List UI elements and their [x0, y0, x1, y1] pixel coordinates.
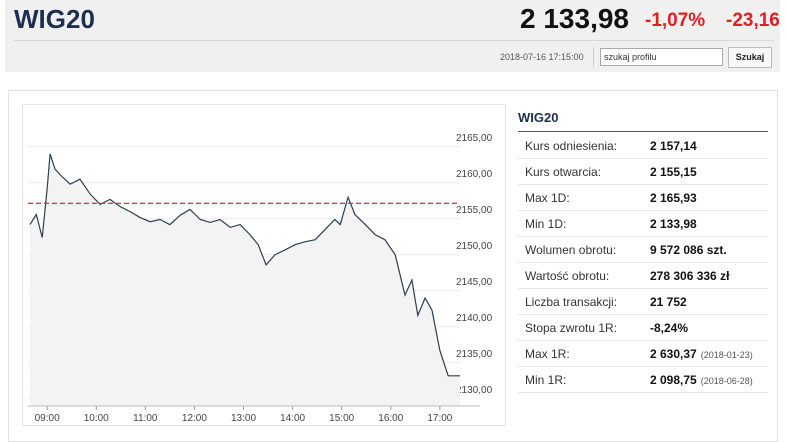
row-value: 2 155,15 [650, 165, 697, 179]
row-value: 9 572 086 szt. [650, 243, 727, 257]
chart: 2130,00 2135,00 2140,00 2145,00 2150,00 2155,… [22, 104, 506, 426]
page: WIG20 2 133,98 -1,07% -23,16 2018-07-16 … [5, 0, 780, 442]
row-value: 2 157,14 [650, 139, 697, 153]
table-row: Min 1D: 2 133,98 [518, 210, 768, 237]
row-value: 2 165,93 [650, 191, 697, 205]
row-label: Kurs otwarcia: [525, 165, 602, 179]
row-value: 278 306 336 zł [650, 269, 730, 283]
table-row: Max 1R: 2 630,37 (2018-01-23) [518, 340, 768, 367]
y-tick-label: 2165,00 [456, 133, 493, 144]
change-percent: -1,07% [645, 10, 706, 31]
x-tick-label: 16:00 [378, 413, 403, 424]
x-tick-label: 12:00 [182, 413, 207, 424]
y-tick-label: 2140,00 [456, 313, 493, 324]
row-label: Liczba transakcji: [525, 295, 618, 309]
table-row: Stopa zwrotu 1R: -8,24% [518, 314, 768, 341]
separator [14, 40, 774, 41]
x-tick-label: 09:00 [35, 413, 60, 424]
row-value: -8,24% [650, 321, 689, 335]
row-label: Min 1D: [525, 217, 567, 231]
row-value: 2 133,98 [650, 217, 697, 231]
table-title: WIG20 [518, 110, 559, 125]
y-tick-label: 2150,00 [456, 241, 493, 252]
row-label: Stopa zwrotu 1R: [525, 321, 618, 335]
y-tick-label: 2145,00 [456, 277, 493, 288]
change: -23,16 [726, 10, 780, 31]
y-tick-label: 2135,00 [456, 349, 493, 360]
separator [518, 131, 768, 132]
row-note: (2018-06-28) [700, 376, 753, 386]
table-row: Max 1D: 2 165,93 [518, 184, 768, 211]
table-row: Wartość obrotu: 278 306 336 zł [518, 262, 768, 289]
x-tick-label: 13:00 [231, 413, 256, 424]
area [29, 154, 461, 406]
table-row: Wolumen obrotu: 9 572 086 szt. [518, 236, 768, 263]
timestamp: 2018-07-16 17:15:00 [500, 52, 584, 62]
search-input[interactable]: szukaj profilu [600, 48, 723, 66]
row-label: Wartość obrotu: [525, 269, 610, 283]
table-row: Min 1R: 2 098,75 (2018-06-28) [518, 366, 768, 393]
price: 2 133,98 [520, 3, 629, 34]
y-tick-label: 2160,00 [456, 169, 493, 180]
separator [593, 47, 594, 67]
row-label: Min 1R: [525, 373, 567, 387]
row-label: Kurs odniesienia: [525, 139, 618, 153]
row-value: 21 752 [650, 295, 687, 309]
row-note: (2018-01-23) [700, 350, 753, 360]
index-title: WIG20 [14, 4, 95, 34]
y-tick-label: 2155,00 [456, 205, 493, 216]
x-tick-label: 14:00 [280, 413, 305, 424]
x-tick-label: 10:00 [84, 413, 109, 424]
y-tick-label: 2130,00 [456, 385, 493, 396]
row-value: 2 098,75 (2018-06-28) [650, 373, 753, 387]
x-tick-label: 15:00 [329, 413, 354, 424]
row-value: 2 630,37 (2018-01-23) [650, 347, 753, 361]
x-tick-label: 11:00 [133, 413, 158, 424]
table-row: Kurs otwarcia: 2 155,15 [518, 158, 768, 185]
x-tick-label: 17:00 [427, 413, 452, 424]
table-row: Kurs odniesienia: 2 157,14 [518, 132, 768, 159]
search-button[interactable]: Szukaj [728, 47, 772, 68]
row-label: Max 1R: [525, 347, 570, 361]
price-line [29, 153, 460, 377]
row-label: Wolumen obrotu: [525, 243, 617, 257]
row-label: Max 1D: [525, 191, 570, 205]
table-row: Liczba transakcji: 21 752 [518, 288, 768, 315]
